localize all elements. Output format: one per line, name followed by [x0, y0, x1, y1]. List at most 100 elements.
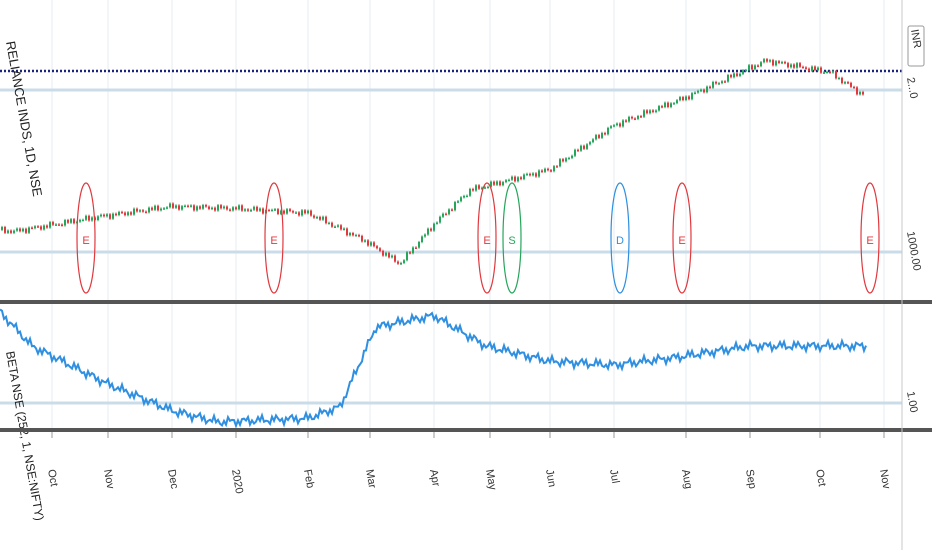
candle-body: [112, 213, 114, 219]
candle-body: [202, 205, 204, 209]
candle-body: [439, 216, 441, 223]
candle-body: [466, 195, 468, 198]
candle-body: [595, 135, 597, 140]
candle-body: [361, 235, 363, 242]
event-marker-split: [502, 182, 522, 294]
candle-body: [100, 214, 102, 217]
candle-body: [535, 173, 537, 177]
candle-body: [685, 96, 687, 101]
candle-body: [511, 176, 513, 180]
beta-tick-label: 1.00: [904, 390, 920, 413]
candle-body: [331, 222, 333, 227]
candle-body: [181, 206, 183, 210]
candle-body: [262, 208, 264, 214]
candle-body: [784, 61, 786, 64]
candle-body: [241, 205, 243, 211]
candle-body: [811, 66, 813, 71]
candle-body: [268, 209, 270, 212]
candle-body: [184, 205, 186, 208]
candle-body: [508, 179, 510, 182]
pane-divider-bottom[interactable]: [0, 428, 932, 432]
candle-body: [847, 82, 849, 84]
currency-badge: INR: [908, 28, 923, 49]
candle-body: [631, 116, 633, 119]
candle-body: [676, 100, 678, 104]
candle-body: [628, 116, 630, 122]
candle-body: [121, 211, 123, 214]
candle-body: [781, 61, 783, 64]
candle-body: [604, 132, 606, 135]
candle-body: [49, 222, 51, 228]
time-axis-label: Oct: [45, 468, 60, 487]
candle-body: [844, 82, 846, 84]
candle-body: [115, 213, 117, 216]
candle-body: [433, 223, 435, 231]
candle-body: [841, 77, 843, 84]
candle-body: [28, 227, 30, 233]
candle-body: [40, 226, 42, 230]
candle-body: [274, 209, 276, 211]
candle-body: [205, 205, 207, 207]
candle-body: [415, 247, 417, 249]
candle-body: [61, 224, 63, 227]
time-axis-label: Feb: [301, 468, 316, 489]
pane-divider-top[interactable]: [0, 300, 932, 304]
candle-body: [427, 228, 429, 235]
candle-body: [403, 260, 405, 263]
candle-body: [250, 209, 252, 212]
time-axis[interactable]: Oct Nov Dec 2020 Feb Mar Apr May Jun Jul Aug Sep Oct…: [45, 432, 892, 495]
beta-pane[interactable]: BETA NSE (252, 1, NSE:NIFTY): [0, 308, 902, 522]
candle-body: [679, 97, 681, 101]
candle-body: [589, 142, 591, 145]
candle-body: [304, 210, 306, 214]
candle-body: [175, 205, 177, 208]
candle-body: [406, 252, 408, 261]
candle-body: [862, 91, 864, 95]
event-marker-label: S: [508, 235, 515, 247]
candle-body: [364, 240, 366, 242]
candle-body: [739, 73, 741, 76]
event-marker-label: D: [616, 235, 624, 247]
candle-body: [349, 233, 351, 236]
candle-body: [421, 236, 423, 243]
candle-body: [409, 252, 411, 254]
candle-body: [805, 67, 807, 69]
price-pane[interactable]: E E E S D E E RELIANCE INDS, 1D, NSE: [0, 40, 902, 294]
candle-body: [118, 211, 120, 216]
candle-body: [583, 145, 585, 149]
event-marker-earnings: [860, 182, 880, 294]
candle-body: [136, 208, 138, 212]
candle-body: [10, 230, 12, 233]
candle-body: [640, 116, 642, 118]
candle-body: [43, 225, 45, 230]
candle-body: [607, 127, 609, 135]
candle-body: [355, 234, 357, 237]
candle-body: [52, 222, 54, 225]
candle-body: [352, 233, 354, 236]
candle-body: [673, 103, 675, 105]
candle-body: [46, 225, 48, 228]
candle-body: [400, 262, 402, 265]
candle-body: [298, 212, 300, 216]
candle-body: [196, 206, 198, 211]
candle-body: [178, 205, 180, 210]
candle-body: [472, 188, 474, 191]
currency-badge-box: [907, 25, 925, 67]
price-tick-label-lower: 1000.00: [904, 230, 923, 271]
candle-body: [142, 210, 144, 212]
time-axis-label: Oct: [813, 468, 828, 487]
price-scale[interactable]: INR 2...0 1000.00 1.00: [901, 0, 925, 550]
candle-body: [493, 181, 495, 185]
time-axis-label: Jul: [607, 468, 621, 484]
candle-body: [688, 96, 690, 100]
candle-body: [652, 110, 654, 113]
candle-body: [394, 255, 396, 262]
candle-body: [430, 228, 432, 231]
candle-body: [391, 255, 393, 258]
candle-body: [313, 215, 315, 218]
candle-body: [445, 213, 447, 216]
candle-body: [301, 210, 303, 216]
candle-body: [151, 207, 153, 210]
candle-body: [634, 118, 636, 120]
